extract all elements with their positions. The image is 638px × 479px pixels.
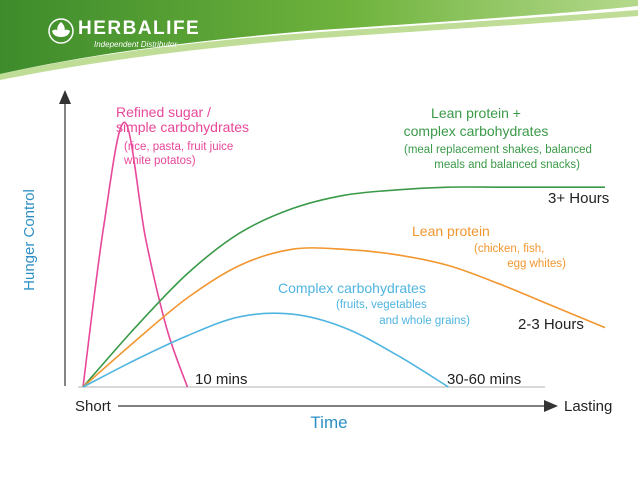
series-label-1: simple carbohydrates — [116, 119, 249, 135]
series-duration-label-3: 2-3 Hours — [518, 316, 584, 333]
series-line-1 — [82, 121, 189, 388]
banner-swoosh — [0, 10, 638, 80]
herbalife-leaf-logo-icon — [48, 18, 74, 44]
series-note-1: white potatos) — [123, 155, 196, 167]
header-banner — [0, 0, 638, 80]
series-note-4: and whole grains) — [379, 315, 470, 327]
chart-axes — [59, 90, 558, 412]
series-note-4: (fruits, vegetables — [336, 299, 427, 311]
y-axis-arrowhead — [59, 90, 71, 104]
series-note-3: (chicken, fish, — [474, 243, 544, 255]
x-axis-arrowhead — [544, 400, 558, 412]
y-axis-title: Hunger Control — [21, 189, 38, 291]
series-label-1: Refined sugar / — [116, 104, 211, 120]
series-lines — [82, 121, 606, 388]
series-note-2: meals and balanced snacks) — [434, 159, 580, 171]
x-axis-title: Time — [310, 413, 347, 432]
series-note-3: egg whites) — [507, 258, 566, 270]
banner-shape — [0, 0, 638, 74]
series-labels: Refined sugar /simple carbohydrates (rice… — [116, 104, 609, 388]
series-note-2: (meal replacement shakes, balanced — [404, 144, 592, 156]
series-note-1: (rice, pasta, fruit juice — [124, 141, 233, 153]
series-label-4: Complex carbohydrates — [278, 280, 426, 296]
brand-name: HERBALIFE — [78, 18, 201, 39]
series-label-2: complex carbohydrates — [404, 123, 549, 139]
series-label-2: Lean protein + — [431, 105, 521, 121]
x-axis-start-label: Short — [75, 398, 112, 415]
brand-subtitle: Independent Distributor — [94, 40, 178, 49]
hunger-control-chart: Hunger Control Time Short Lasting Refine… — [21, 90, 612, 432]
series-line-4 — [82, 312, 449, 388]
series-line-2 — [82, 186, 605, 388]
series-duration-label-1: 10 mins — [195, 371, 248, 388]
series-line-3 — [82, 247, 606, 388]
series-duration-label-4: 30-60 mins — [447, 371, 521, 388]
series-label-3: Lean protein — [412, 223, 490, 239]
x-axis-end-label: Lasting — [564, 398, 612, 415]
series-duration-label-2: 3+ Hours — [548, 190, 609, 207]
